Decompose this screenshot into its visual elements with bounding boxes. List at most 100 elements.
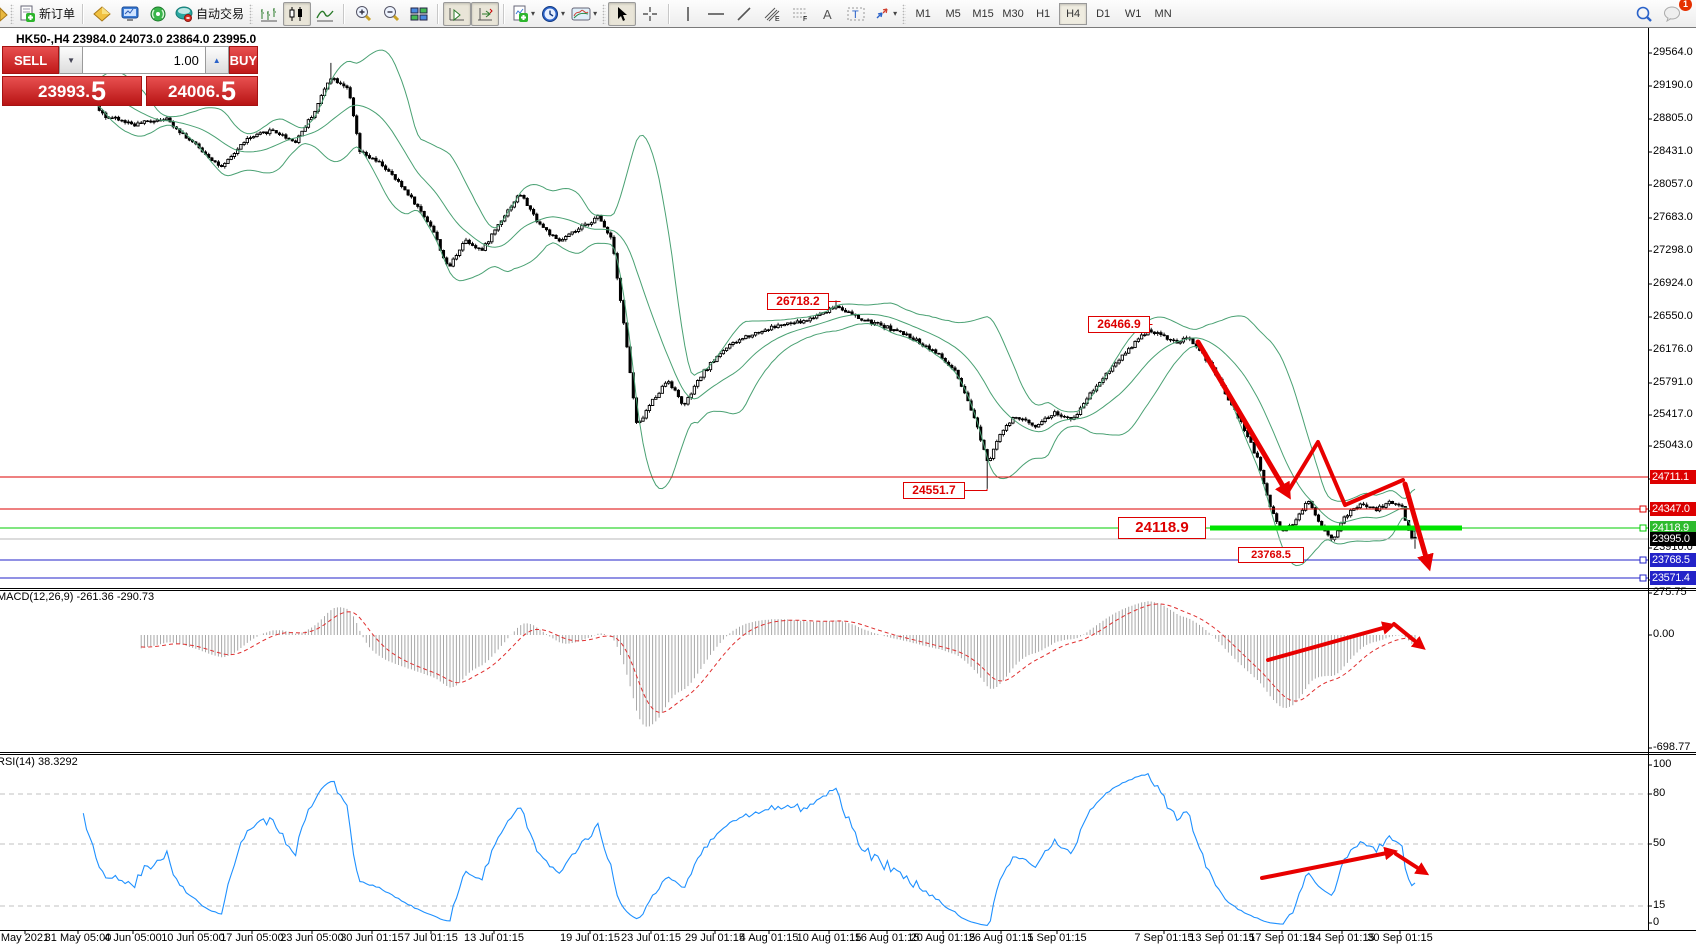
crosshair-tool-button[interactable]	[636, 2, 664, 26]
symbol-ohlc-header: HK50-,H4 23984.0 24073.0 23864.0 23995.0	[16, 32, 257, 46]
trendline-icon	[736, 6, 752, 22]
autotrade-icon	[175, 6, 193, 22]
highlighter-button[interactable]	[88, 2, 116, 26]
arrows-icon	[873, 6, 891, 22]
sell-button[interactable]: SELL	[2, 46, 60, 74]
down-arrow-icon: ▼	[67, 55, 75, 65]
dropdown-arrow-icon: ▾	[561, 9, 566, 18]
fibonacci-icon: F	[791, 6, 809, 23]
terminal-icon	[121, 6, 139, 22]
timeframe-button-mn[interactable]: MN	[1154, 7, 1172, 20]
line-handle[interactable]	[1639, 505, 1647, 513]
timeframe-button-w1[interactable]: W1	[1124, 7, 1142, 20]
vertical-line-icon	[683, 6, 693, 22]
svg-text:F: F	[803, 16, 807, 22]
buy-price[interactable]: 24006. 5	[146, 76, 258, 106]
line-handle[interactable]	[1639, 524, 1647, 532]
trend-arrow-rsi[interactable]	[1260, 846, 1399, 880]
trendline-tool-button[interactable]	[730, 2, 758, 26]
timeframe-button-m5[interactable]: M5	[945, 7, 961, 20]
trend-arrow-main[interactable]	[1402, 481, 1434, 572]
timeframe-button-d1[interactable]: D1	[1096, 7, 1111, 20]
template-button[interactable]: ▾	[568, 2, 600, 26]
dropdown-arrow-icon: ▾	[531, 9, 536, 18]
trend-arrow-macd[interactable]	[1266, 621, 1396, 662]
trend-arrow-main[interactable]	[1285, 440, 1405, 507]
separator	[668, 3, 671, 24]
tag-connector	[829, 301, 841, 302]
text-label-icon: T	[847, 6, 865, 22]
timeframe-button-h4[interactable]: H4	[1059, 2, 1088, 25]
svg-text:E: E	[775, 16, 780, 22]
horizontal-line-icon	[707, 9, 725, 19]
bb-lower	[95, 103, 1416, 567]
bb-middle	[96, 91, 1416, 524]
notifications-button[interactable]: 1	[1658, 0, 1692, 26]
timeframe-button-m1[interactable]: M1	[915, 7, 931, 20]
line-handle[interactable]	[1639, 556, 1647, 564]
buy-price-int: 24006.	[167, 82, 220, 101]
toolbar-grip	[249, 3, 254, 24]
candlestick-chart-button[interactable]	[283, 1, 312, 26]
new-order-button[interactable]: 新订单	[16, 2, 78, 26]
separator	[82, 3, 85, 24]
zoom-in-button[interactable]	[349, 2, 377, 26]
signals-button[interactable]	[144, 2, 172, 26]
new-order-label: 新订单	[39, 7, 76, 21]
signals-icon	[149, 6, 167, 22]
line-handle[interactable]	[1639, 574, 1647, 582]
chart-template-icon	[571, 6, 591, 22]
chat-bubble-icon	[1663, 5, 1681, 23]
cursor-tool-button[interactable]	[608, 1, 637, 26]
bar-chart-icon	[260, 6, 278, 22]
periods-button[interactable]: ▾	[538, 2, 568, 26]
separator	[343, 3, 346, 24]
trend-arrow-main[interactable]	[1195, 339, 1291, 500]
clipped-icon	[0, 6, 8, 22]
auto-scroll-button[interactable]	[471, 1, 500, 26]
new-chart-icon	[512, 5, 529, 22]
chart-shift-icon	[448, 6, 466, 22]
channel-tool-button[interactable]: E	[758, 2, 786, 26]
tile-windows-button[interactable]	[405, 2, 433, 26]
macd-histogram	[140, 601, 1416, 727]
sell-price-fraction: 5	[90, 76, 107, 106]
zoom-in-icon	[354, 5, 372, 22]
volume-decrease-button[interactable]: ▼	[59, 46, 83, 74]
arrows-tool-button[interactable]: ▾	[870, 2, 900, 26]
autotrade-button[interactable]: 自动交易	[172, 2, 247, 26]
new-chart-button[interactable]: ▾	[509, 2, 538, 26]
up-arrow-icon: ▲	[212, 55, 221, 65]
periods-clock-icon	[541, 5, 559, 23]
text-tool-button[interactable]: A	[814, 2, 842, 26]
candlestick-chart-icon	[288, 6, 306, 22]
timeframe-button-m30[interactable]: M30	[1002, 7, 1024, 20]
timeframe-button-h1[interactable]: H1	[1036, 7, 1051, 20]
timeframe-button-m15[interactable]: M15	[972, 7, 994, 20]
toolbar-grip	[602, 3, 607, 24]
bull-candles	[33, 78, 1417, 540]
search-button[interactable]	[1630, 2, 1658, 26]
trend-arrow-macd[interactable]	[1392, 622, 1426, 650]
zoom-out-button[interactable]	[377, 2, 405, 26]
text-icon: A	[821, 6, 835, 22]
line-chart-button[interactable]	[311, 2, 339, 26]
sell-price-int: 23993.	[37, 82, 90, 101]
terminal-button[interactable]	[116, 2, 144, 26]
volume-increase-button[interactable]: ▲	[204, 46, 229, 74]
candle-wicks	[34, 62, 1416, 549]
fibonacci-tool-button[interactable]: F	[786, 2, 814, 26]
horizontal-line-tool-button[interactable]	[702, 2, 730, 26]
volume-input[interactable]	[82, 46, 205, 74]
search-icon	[1635, 5, 1653, 23]
chart-shift-button[interactable]	[443, 1, 472, 26]
trend-arrow-rsi[interactable]	[1394, 852, 1430, 876]
vertical-line-tool-button[interactable]	[674, 2, 702, 26]
sell-price[interactable]: 23993. 5	[2, 76, 142, 106]
text-label-tool-button[interactable]: T	[842, 2, 870, 26]
auto-scroll-icon	[476, 6, 494, 22]
buy-button[interactable]: BUY	[228, 46, 259, 74]
bar-chart-button[interactable]	[255, 2, 283, 26]
